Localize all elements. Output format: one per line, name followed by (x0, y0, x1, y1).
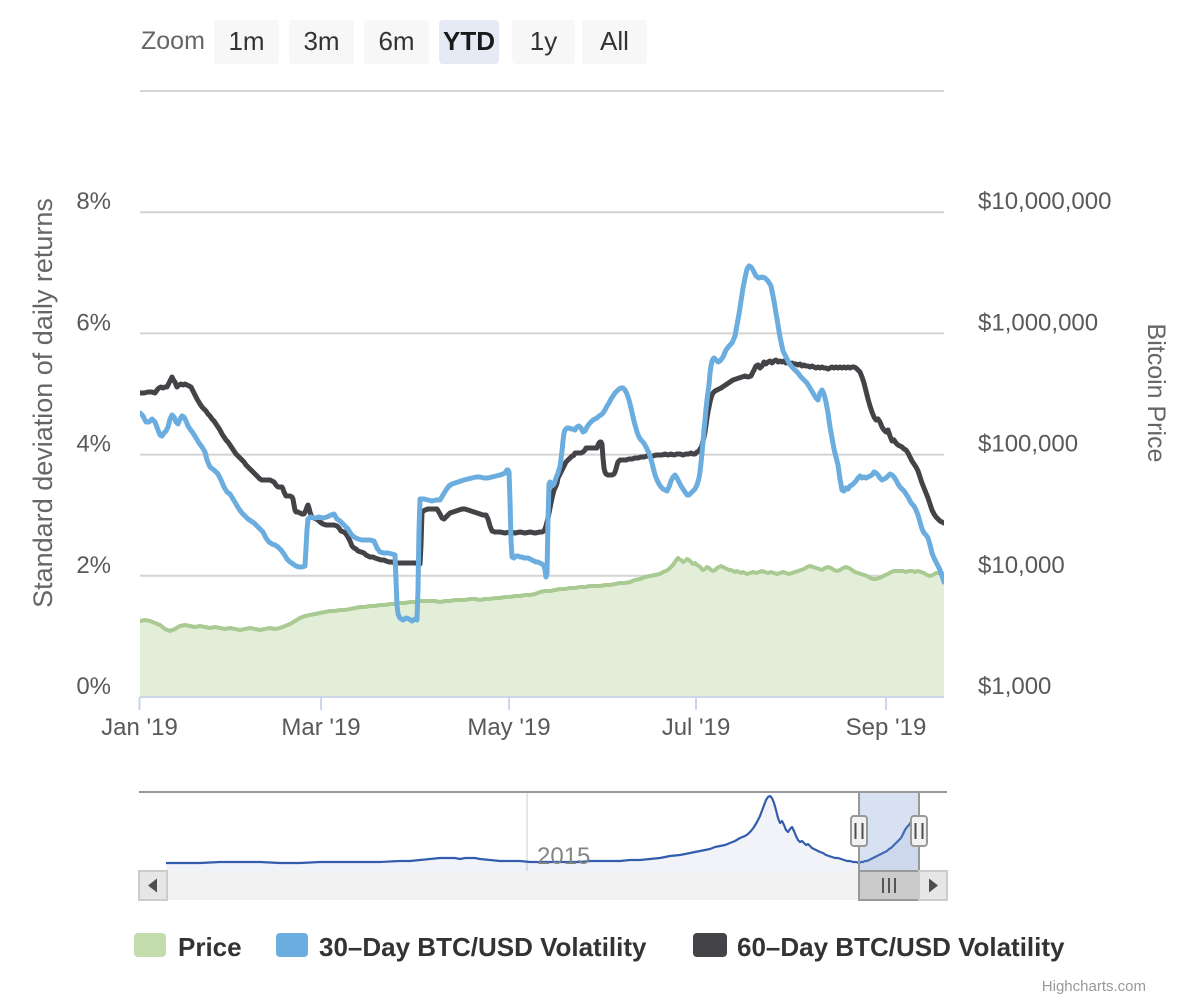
svg-text:Highcharts.com: Highcharts.com (1042, 978, 1146, 995)
svg-text:6%: 6% (76, 309, 111, 336)
svg-text:8%: 8% (76, 188, 111, 215)
svg-text:1y: 1y (530, 26, 557, 56)
svg-text:All: All (600, 26, 629, 56)
svg-text:$100,000: $100,000 (978, 431, 1078, 458)
svg-text:YTD: YTD (443, 26, 495, 56)
svg-text:30–Day BTC/USD Volatility: 30–Day BTC/USD Volatility (319, 932, 647, 962)
svg-text:$1,000,000: $1,000,000 (978, 309, 1098, 336)
svg-text:1m: 1m (228, 26, 264, 56)
svg-text:$10,000: $10,000 (978, 552, 1065, 579)
svg-text:$1,000: $1,000 (978, 673, 1051, 700)
svg-text:Bitcoin Price: Bitcoin Price (1142, 324, 1170, 463)
svg-text:Standard deviation of daily re: Standard deviation of daily returns (28, 198, 58, 608)
svg-text:Sep '19: Sep '19 (846, 714, 927, 741)
svg-text:May '19: May '19 (467, 714, 550, 741)
svg-text:4%: 4% (76, 431, 111, 458)
svg-text:Mar '19: Mar '19 (281, 714, 360, 741)
svg-text:6m: 6m (378, 26, 414, 56)
svg-text:0%: 0% (76, 673, 111, 700)
svg-text:Jul '19: Jul '19 (662, 714, 731, 741)
svg-text:Zoom: Zoom (141, 27, 205, 55)
svg-text:3m: 3m (303, 26, 339, 56)
svg-text:2%: 2% (76, 552, 111, 579)
svg-text:2015: 2015 (537, 843, 590, 870)
svg-text:$10,000,000: $10,000,000 (978, 188, 1111, 215)
svg-text:Price: Price (178, 932, 242, 962)
svg-text:60–Day BTC/USD Volatility: 60–Day BTC/USD Volatility (737, 932, 1065, 962)
svg-text:Jan '19: Jan '19 (101, 714, 178, 741)
